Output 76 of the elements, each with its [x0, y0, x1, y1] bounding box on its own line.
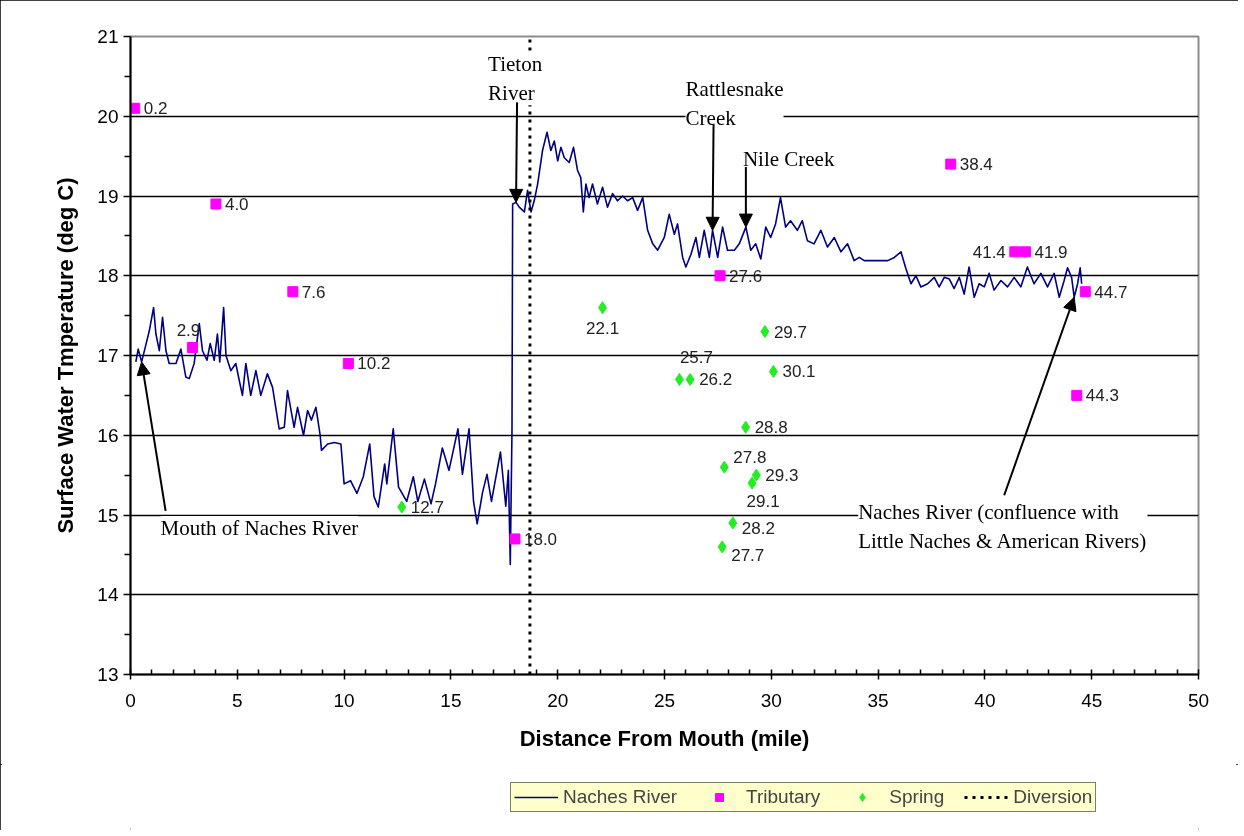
y-tick-label: 13 — [97, 664, 119, 685]
x-tick-label: 40 — [974, 689, 996, 711]
point — [747, 476, 757, 490]
y-tick-label: 16 — [97, 424, 119, 446]
legend-label: Tributary — [746, 786, 821, 808]
point — [945, 158, 957, 170]
point — [210, 198, 222, 210]
annotation: 4.0 — [224, 194, 249, 214]
annotation: 29.7 — [773, 322, 807, 342]
x-tick-label: 5 — [232, 689, 243, 711]
annotation: 29.1 — [746, 492, 780, 512]
x-tick-label: 50 — [1187, 689, 1210, 711]
annotation: 12.7 — [410, 498, 444, 518]
point — [685, 372, 695, 386]
x-tick-label: 0 — [125, 689, 136, 711]
y-axis-title: Surface Water Tmperature (deg C) — [53, 177, 79, 534]
y-tick-label: 17 — [97, 345, 119, 366]
x-tick-label: 10 — [333, 689, 355, 711]
line-series — [135, 131, 1083, 566]
point — [717, 540, 727, 554]
point — [728, 516, 738, 530]
annotation: 41.9 — [1034, 242, 1068, 262]
point — [287, 286, 299, 298]
point — [674, 372, 684, 386]
annotation: Naches River (confluence with Little Naches & American Rivers) — [858, 500, 1147, 554]
x-tick-label: 25 — [653, 689, 676, 711]
annotation: 28.2 — [741, 518, 775, 538]
point — [760, 325, 770, 339]
point — [342, 357, 354, 369]
annotation: 26.2 — [699, 370, 733, 390]
annotation: 44.3 — [1085, 386, 1119, 406]
point — [751, 468, 761, 482]
point — [186, 342, 198, 354]
annotation: 41.4 — [972, 242, 1006, 262]
point — [1019, 246, 1031, 258]
annotation: 28.8 — [754, 418, 788, 438]
point — [719, 460, 729, 474]
annotation: 0.2 — [143, 99, 168, 119]
y-tick-label: 21 — [97, 26, 119, 47]
annotation: 27.7 — [731, 545, 765, 565]
point — [714, 270, 726, 282]
point — [397, 500, 407, 514]
point — [1071, 389, 1083, 401]
annotation: 30.1 — [782, 362, 816, 382]
annotation: 22.1 — [586, 318, 620, 338]
annotation: 44.7 — [1094, 282, 1128, 302]
legend-label: Spring — [889, 786, 945, 808]
legend-label: Naches River — [563, 786, 678, 808]
annotation: 18.0 — [523, 529, 558, 549]
annotation: Nile Creek — [742, 147, 835, 172]
annotation: 7.6 — [301, 282, 326, 302]
y-tick-label: 19 — [97, 185, 119, 207]
annotation: 27.8 — [733, 448, 767, 468]
point — [509, 533, 521, 545]
x-tick-label: 45 — [1081, 689, 1103, 711]
point — [768, 364, 778, 378]
annotation: Tieton River — [488, 52, 543, 106]
y-tick-label: 15 — [97, 504, 119, 526]
point — [1009, 246, 1021, 258]
y-tick-label: 20 — [97, 105, 119, 127]
point — [598, 301, 608, 315]
annotation: Rattlesnake Creek — [685, 77, 784, 131]
annotation: Mouth of Naches River — [160, 515, 359, 540]
x-tick-label: 15 — [440, 689, 462, 711]
annotation: 29.3 — [765, 466, 799, 486]
annotation: 10.2 — [357, 354, 391, 374]
x-tick-label: 30 — [760, 689, 782, 711]
x-tick-label: 35 — [867, 689, 889, 711]
y-tick-label: 18 — [97, 265, 119, 287]
y-tick-label: 14 — [97, 584, 119, 606]
x-axis-title: Distance From Mouth (mile) — [519, 725, 810, 751]
legend-label: Diversion — [1013, 786, 1093, 808]
point — [1079, 286, 1091, 298]
x-tick-label: 20 — [547, 689, 569, 711]
annotation: 38.4 — [959, 155, 993, 175]
point — [741, 420, 751, 434]
